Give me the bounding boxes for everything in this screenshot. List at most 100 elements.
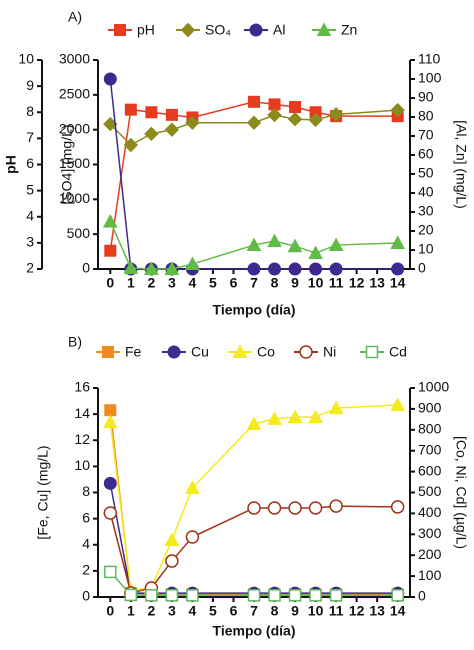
y2-tick-label: 1000 [418,379,449,395]
legend-label: Cu [191,344,209,360]
y2-tick-label: 20 [418,222,434,238]
data-point [390,397,406,411]
y-tick-label: 10 [74,457,90,473]
data-point [124,588,138,602]
data-point [390,102,405,118]
y2-tick-label: 110 [418,51,441,67]
data-point [102,414,118,429]
data-point [267,233,282,248]
legend-label: Al [273,22,285,38]
y2-tick-label: 900 [418,400,442,416]
data-point [104,244,117,257]
y-tick-label: 4 [82,535,90,551]
y2-axis-title: [Co, Ni, Cd] (µg/L) [453,436,469,549]
x-tick-label: 14 [390,603,406,619]
y2-tick-label: 10 [418,241,434,257]
y2-tick-label: 500 [418,483,442,499]
y-tick-label: 0 [82,260,90,276]
y3-tick-label: 9 [26,77,34,93]
legend-label: Cd [389,344,407,360]
series-line [109,483,398,594]
data-point [288,589,302,602]
y-tick-label: 1500 [59,155,90,171]
data-point [287,112,303,127]
y3-axis-title: pH [3,155,19,174]
data-point [309,262,323,276]
legend-marker [365,345,379,359]
data-point [288,262,302,276]
data-point [247,501,261,515]
data-point [104,565,117,579]
data-point [246,237,262,252]
data-point [165,108,178,121]
data-point [391,589,404,602]
x-tick-label: 8 [271,275,279,291]
y3-tick-label: 6 [26,155,34,171]
data-point [185,256,200,271]
legend-label: SO₄ [205,22,231,38]
x-tick-label: 10 [308,603,324,619]
x-tick-label: 12 [349,603,365,619]
data-point [247,589,261,602]
y-tick-label: 1000 [59,190,90,206]
data-point [103,72,117,86]
y3-tick-label: 10 [18,51,34,67]
data-point [123,260,139,275]
x-tick-label: 1 [127,275,135,291]
legend-marker [299,345,313,359]
y2-tick-label: 80 [418,108,434,124]
y3-tick-label: 2 [26,260,34,276]
y-axis-title: [Fe, Cu] (mg/L) [35,445,51,539]
data-point [287,238,303,253]
y-tick-label: 2 [82,562,90,578]
panel-label: B) [68,334,82,350]
data-point [308,245,323,260]
y3-tick-label: 4 [26,207,34,223]
x-tick-label: 3 [168,603,176,619]
y-tick-label: 2000 [59,120,90,136]
x-tick-label: 0 [106,275,114,291]
y2-tick-label: 70 [418,127,434,143]
data-point [145,106,158,119]
x-tick-label: 13 [369,275,385,291]
x-tick-label: 11 [329,603,344,619]
y2-tick-label: 0 [418,588,426,604]
x-tick-label: 7 [250,603,258,619]
data-point [288,501,302,515]
y-tick-label: 3000 [59,51,90,67]
legend-label: Zn [341,22,357,38]
data-point [185,480,200,494]
y2-tick-label: 0 [418,260,426,276]
y2-tick-label: 100 [418,70,442,86]
x-tick-label: 4 [189,603,197,619]
data-point [185,530,200,544]
x-tick-label: 12 [349,275,365,291]
legend-marker [114,24,126,36]
data-point [246,416,262,430]
data-point [308,501,323,515]
data-point [103,476,117,490]
legend-marker [316,22,332,36]
data-point [267,107,282,123]
y2-tick-label: 200 [418,546,442,562]
x-tick-label: 5 [209,275,217,291]
data-point [328,237,344,252]
data-point [309,589,322,602]
x-tick-label: 0 [106,603,114,619]
data-point [268,262,282,276]
data-point [164,532,180,546]
x-tick-label: 6 [230,603,238,619]
x-axis-title: Tiempo (día) [213,302,296,318]
y2-tick-label: 50 [418,165,434,181]
data-point [390,235,406,249]
data-point [124,103,137,116]
x-tick-label: 9 [291,603,299,619]
series-line [109,404,398,591]
y3-tick-label: 7 [26,129,34,145]
y2-tick-label: 90 [418,89,434,105]
data-point [329,499,343,513]
x-tick-label: 3 [168,275,176,291]
data-point [289,101,302,114]
x-tick-label: 8 [271,603,279,619]
